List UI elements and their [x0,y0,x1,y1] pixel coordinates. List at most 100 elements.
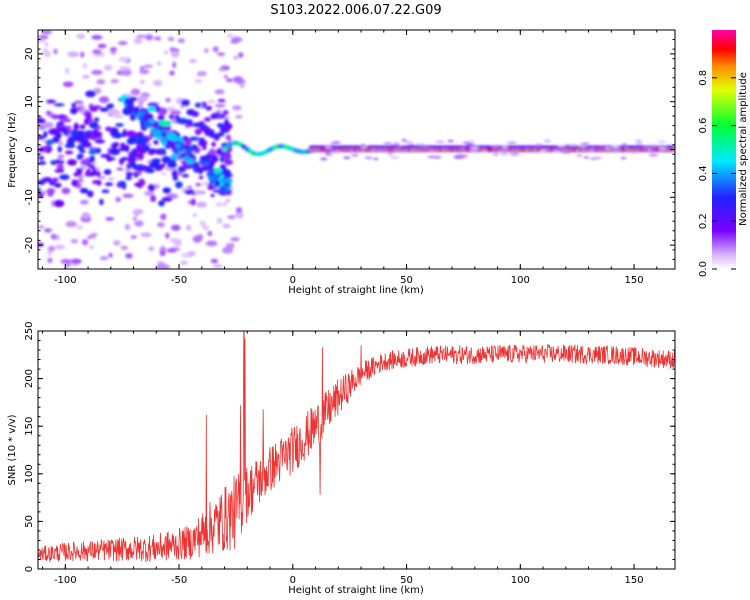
spectrogram-cell [70,238,78,244]
snr-y-label: SNR (10 * v/v) [7,414,18,485]
spectrogram-cell [197,139,208,147]
spectrogram-cell [196,201,207,208]
spectrogram-cell [81,141,92,148]
colorbar-label: Normalized spectral amplitude [738,72,749,226]
spectrogram-cell [53,199,65,208]
spectrogram-cell [157,114,165,121]
spectrogram-cell [172,175,179,181]
spectrogram-cell [54,182,62,188]
spectrogram-cell [150,195,157,203]
spectrogram-cell [539,149,547,152]
snr-x-tick-label: 150 [625,575,644,586]
spectrogram-cell [613,149,619,152]
spectrogram-cell [199,124,208,128]
figure-title: S103.2022.006.07.22.G09 [270,3,441,18]
spectrogram-cell [534,143,543,147]
spectrogram-y-tick-label: -20 [24,237,35,253]
spectrogram-cell [170,153,179,160]
spectrogram-cell [159,163,166,169]
spectrogram-cell [161,156,172,163]
spectrogram-cell [226,33,234,39]
spectrogram-cell [119,146,126,152]
spectrogram-cell [160,213,167,221]
spectrogram-cell [166,161,177,169]
spectrogram-cell [124,223,131,231]
spectrogram-cell [190,198,196,206]
spectrogram-cell [79,187,89,194]
spectrogram-cell [52,177,59,183]
spectrogram-cell [173,241,183,247]
spectrogram-cell [232,105,242,111]
spectrogram-cell [110,143,118,149]
spectrogram-cell [167,36,175,42]
spectrogram-cell [132,217,137,221]
spectrogram-cell [65,67,70,74]
spectrogram-cell [110,109,121,116]
spectrogram-cell [622,143,627,146]
spectrogram-cell [588,149,595,152]
spectrogram-cell [129,114,136,121]
colorbar: 0.0 0.2 0.4 0.6 0.8 Normalized spectral ampl… [698,30,749,277]
spectrogram-cell [108,252,113,258]
spectrogram-cell [80,159,91,166]
spectrogram-cell [219,156,225,163]
spectrogram-cell [170,135,179,142]
spectrogram-cell [565,144,572,147]
spectrogram-cell [46,187,56,195]
spectrogram-cell [53,103,65,107]
spectrogram-cell [210,258,219,264]
spectrogram-cell [194,79,203,84]
spectrogram-cell [106,103,115,109]
spectrogram-cell [73,172,81,177]
spectrogram-cell [225,134,232,141]
spectrogram-cell [120,69,132,77]
spectrogram-cell [203,47,209,54]
spectrogram-cell [54,132,62,139]
spectrogram-cell [57,126,69,133]
spectrogram-cell [194,102,202,108]
spectrogram-cell [99,107,110,112]
snr-x-tick-label: -100 [54,575,77,586]
spectrogram-cell [658,146,663,149]
spectrogram-cell [143,121,154,128]
spectrogram-cell [76,144,85,150]
spectrogram-cell [60,258,72,265]
spectrogram-cell [198,175,204,180]
spectrogram-cell [218,67,225,72]
spectrogram-cell [216,122,224,128]
spectrogram-cell [196,71,207,77]
spectrogram-cell [211,173,219,182]
spectrogram-cell [155,130,162,136]
spectrogram-cell [78,149,86,153]
spectrogram-cell [168,114,175,120]
spectrogram-cell [226,78,233,83]
spectrogram-cell [379,149,384,152]
spectrogram-cell [113,114,124,119]
spectrogram-cell [124,98,134,103]
snr-y-tick-label: 200 [24,369,35,388]
spectrogram-cell [219,185,225,192]
spectrogram-cell [184,189,195,195]
spectrogram-cell [41,48,49,52]
spectrogram-cell [198,160,203,165]
spectrogram-cell [85,168,92,177]
spectrogram-cell [115,123,124,127]
spectrogram-cell [387,152,394,155]
spectrogram-cell [160,171,166,176]
spectrogram-cell [140,120,145,126]
spectrogram-cell [142,113,149,121]
spectrogram-cell [110,51,117,55]
spectrogram-cell [41,176,53,183]
spectrogram-cell [90,232,99,236]
spectrogram-cell [163,120,172,127]
spectrogram-cell [501,146,508,149]
spectrogram-cell [76,153,81,161]
spectrogram-cell [552,149,562,153]
spectrogram-cell [47,257,53,263]
spectrogram-cell [238,52,244,58]
spectrogram-cell [115,196,121,203]
spectrogram-cell [435,140,445,144]
spectrogram-cell [181,173,189,178]
spectrogram-cell [584,142,589,145]
spectrogram-cell [130,235,137,239]
